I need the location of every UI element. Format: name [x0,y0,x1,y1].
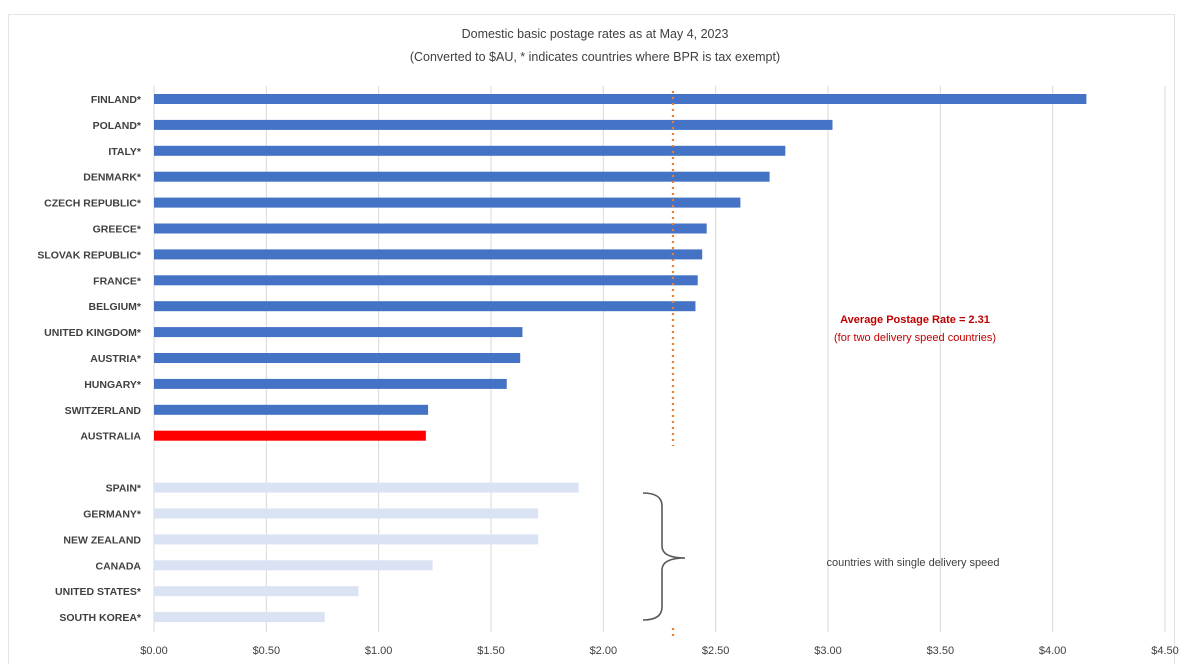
category-label-denmark: DENMARK* [83,172,142,184]
category-label-poland: POLAND* [93,120,142,132]
bar-australia [154,430,426,441]
x-tick-label: $0.50 [253,645,281,657]
category-label-belgium: BELGIUM* [89,301,142,313]
bar-hungary [154,378,507,389]
bar-belgium [154,301,696,312]
x-tick-label: $3.00 [814,645,842,657]
category-label-austria: AUSTRIA* [90,353,142,365]
bar-new-zealand [154,534,539,545]
average-annotation-note: (for two delivery speed countries) [834,332,996,344]
x-tick-label: $2.00 [590,645,618,657]
bar-spain [154,482,579,493]
x-axis-ticks: $0.00 $0.50 $1.00 $1.50 $2.00 $2.50 $3.00 $3.50… [140,645,1179,657]
category-label-united-kingdom: UNITED KINGDOM* [44,327,142,339]
category-label-switzerland: SWITZERLAND [65,405,142,417]
bar-greece [154,223,707,234]
bar-germany [154,508,539,519]
bar-denmark [154,171,770,182]
category-label-slovak-republic: SLOVAK REPUBLIC* [37,249,142,261]
category-label-france: FRANCE* [93,275,142,287]
x-tick-label: $3.50 [927,645,955,657]
bar-south-korea [154,612,325,623]
category-label-germany: GERMANY* [83,509,142,521]
category-label-czech-republic: CZECH REPUBLIC* [44,198,142,210]
chart-frame [8,14,1175,664]
x-tick-label: $4.00 [1039,645,1067,657]
category-label-united-states: UNITED STATES* [55,586,142,598]
bar-canada [154,560,433,571]
bar-finland [154,94,1087,104]
category-label-south-korea: SOUTH KOREA* [59,612,142,624]
category-label-italy: ITALY* [108,146,142,158]
x-tick-label: $1.00 [365,645,393,657]
x-tick-label: $4.50 [1151,645,1179,657]
bar-switzerland [154,404,429,415]
bar-united-states [154,586,359,597]
category-label-hungary: HUNGARY* [84,379,142,391]
bar-italy [154,145,786,156]
bar-poland [154,119,833,130]
x-tick-label: $2.50 [702,645,730,657]
category-label-greece: GREECE* [93,224,142,236]
single-speed-annotation: countries with single delivery speed [826,557,999,569]
chart-title: Domestic basic postage rates as at May 4… [462,27,729,41]
bar-united-kingdom [154,327,523,338]
category-label-spain: SPAIN* [106,483,142,495]
bar-france [154,275,698,286]
category-label-finland: FINLAND* [91,94,142,106]
bar-slovak-republic [154,249,703,260]
bar-czech-republic [154,197,741,208]
average-annotation: Average Postage Rate = 2.31 [840,314,990,326]
x-tick-label: $1.50 [477,645,505,657]
bars [154,94,1087,623]
bar-austria [154,353,521,363]
category-labels: FINLAND* POLAND* ITALY* DENMARK* CZECH REPUB… [37,94,142,624]
chart-subtitle: (Converted to $AU, * indicates countries… [410,50,780,64]
category-label-new-zealand: NEW ZEALAND [63,534,141,546]
category-label-canada: CANADA [96,560,142,572]
single-speed-brace [642,492,686,621]
category-label-australia: AUSTRALIA [80,431,141,443]
x-tick-label: $0.00 [140,645,168,657]
